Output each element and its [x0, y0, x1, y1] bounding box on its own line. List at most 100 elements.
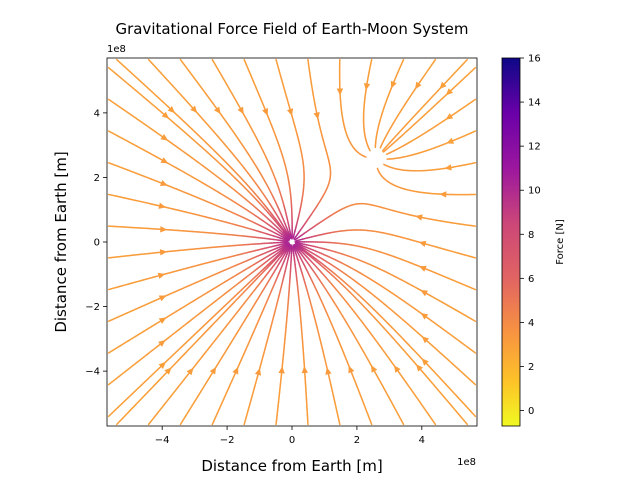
streamline-arrow	[421, 358, 429, 366]
chart-title: Gravitational Force Field of Earth-Moon …	[115, 20, 468, 38]
streamline-arrow	[421, 336, 430, 344]
streamline-arrow	[390, 80, 397, 89]
streamline-segment	[287, 236, 291, 240]
streamline-arrow	[160, 157, 169, 164]
colorbar-tick-label: 8	[528, 230, 534, 241]
streamline-arrow	[158, 340, 166, 347]
streamline-arrow	[209, 366, 217, 375]
streamline-segment	[379, 144, 382, 149]
streamline-arrow	[158, 361, 166, 369]
streamline-arrow	[420, 290, 429, 297]
streamline-arrow	[232, 366, 239, 375]
colorbar-tick-label: 10	[528, 186, 541, 197]
colorbar-tick-label: 2	[528, 362, 534, 373]
y-tick-label: −2	[85, 302, 100, 313]
streamline-arrow	[415, 214, 423, 221]
streamline-arrow	[262, 108, 268, 116]
streamline-segment	[381, 148, 385, 152]
streamlines	[107, 58, 477, 426]
streamline-arrow	[157, 272, 166, 279]
x-axis-ticks: −4 −2 0 2 4	[155, 426, 425, 446]
streamline-arrow	[167, 105, 175, 114]
streamline-arrow	[418, 240, 427, 248]
streamline-arrow	[164, 367, 172, 375]
colorbar-tick-label: 14	[528, 98, 541, 109]
streamline-segment	[363, 155, 367, 158]
streamline-arrow	[445, 88, 454, 96]
streamline-arrow	[446, 137, 455, 144]
x-tick-label: 4	[419, 435, 425, 446]
x-offset-label: 1e8	[457, 457, 476, 468]
colorbar-tick-label: 6	[528, 274, 534, 285]
streamline-arrow	[348, 365, 355, 374]
colorbar-tick-label: 4	[528, 318, 534, 329]
streamline-segment	[368, 147, 371, 152]
streamline-arrow	[363, 83, 371, 91]
streamline-arrow	[371, 365, 378, 373]
streamline-arrow	[158, 295, 167, 302]
y-tick-label: 2	[94, 173, 100, 184]
colorbar-tick-label: 0	[528, 406, 534, 417]
streamline-arrow	[313, 111, 320, 120]
streamline-segment	[284, 242, 289, 246]
streamline-segment	[290, 244, 293, 249]
colorbar	[501, 57, 521, 427]
streamline-segment	[292, 235, 295, 239]
streamline-segment	[285, 241, 290, 244]
streamline-segment	[383, 163, 387, 167]
streamline-arrow	[278, 366, 285, 374]
streamline-segment	[295, 242, 299, 245]
x-tick-label: 0	[289, 435, 295, 446]
x-tick-label: −4	[155, 435, 170, 446]
streamline-segment	[293, 245, 297, 249]
streamline-segment	[285, 237, 289, 241]
streamline-arrow	[445, 113, 454, 120]
streamline-arrow	[301, 366, 309, 374]
streamline-arrow	[419, 265, 427, 272]
x-tick-label: 2	[354, 435, 360, 446]
y-offset-label: 1e8	[107, 44, 126, 55]
streamline-arrow	[159, 249, 168, 256]
x-tick-label: −2	[220, 435, 235, 446]
streamline-segment	[294, 237, 298, 241]
streamline-arrow	[336, 88, 344, 96]
streamline-segment	[295, 239, 300, 242]
x-axis-label: Distance from Earth [m]	[201, 457, 382, 475]
streamline-arrow	[160, 179, 168, 186]
streamline-segment	[376, 167, 379, 172]
streamline-segment	[382, 149, 387, 153]
streamline-segment	[293, 236, 297, 240]
y-tick-label: 4	[94, 108, 100, 119]
streamline-arrow	[213, 106, 221, 115]
streamline-arrow	[286, 108, 294, 116]
streamline-arrow	[439, 81, 447, 90]
colorbar-tick-label: 12	[528, 142, 541, 153]
streamline-arrow	[158, 317, 167, 324]
streamline-segment	[294, 243, 298, 247]
streamline-arrow	[254, 368, 262, 376]
streamline-segment	[292, 244, 295, 248]
streamline-arrow	[158, 202, 166, 209]
colorbar-tick-label: 16	[528, 54, 541, 65]
colorbar-label: Force [N]	[555, 219, 566, 265]
streamline-arrow	[415, 81, 422, 90]
y-tick-label: 0	[94, 238, 100, 249]
streamline-arrow	[161, 111, 170, 119]
streamline-segment	[288, 245, 292, 250]
streamline-arrow	[439, 191, 447, 198]
colorbar-ticks: 0 2 4 6 8 10 12 14 16	[520, 54, 541, 417]
streamline-arrow	[160, 226, 168, 233]
y-tick-label: −4	[85, 367, 100, 378]
streamline-arrow	[416, 364, 423, 372]
streamline-arrow	[160, 133, 169, 141]
streamline-segment	[285, 239, 290, 242]
streamline-segment	[289, 235, 292, 239]
streamline-arrow	[186, 367, 194, 376]
streamline-arrow	[444, 164, 452, 171]
y-axis-label: Distance from Earth [m]	[52, 151, 70, 332]
streamline-arrow	[325, 367, 332, 375]
streamline-segment	[385, 152, 390, 155]
streamline-arrow	[190, 105, 198, 113]
streamline-arrow	[420, 312, 429, 320]
